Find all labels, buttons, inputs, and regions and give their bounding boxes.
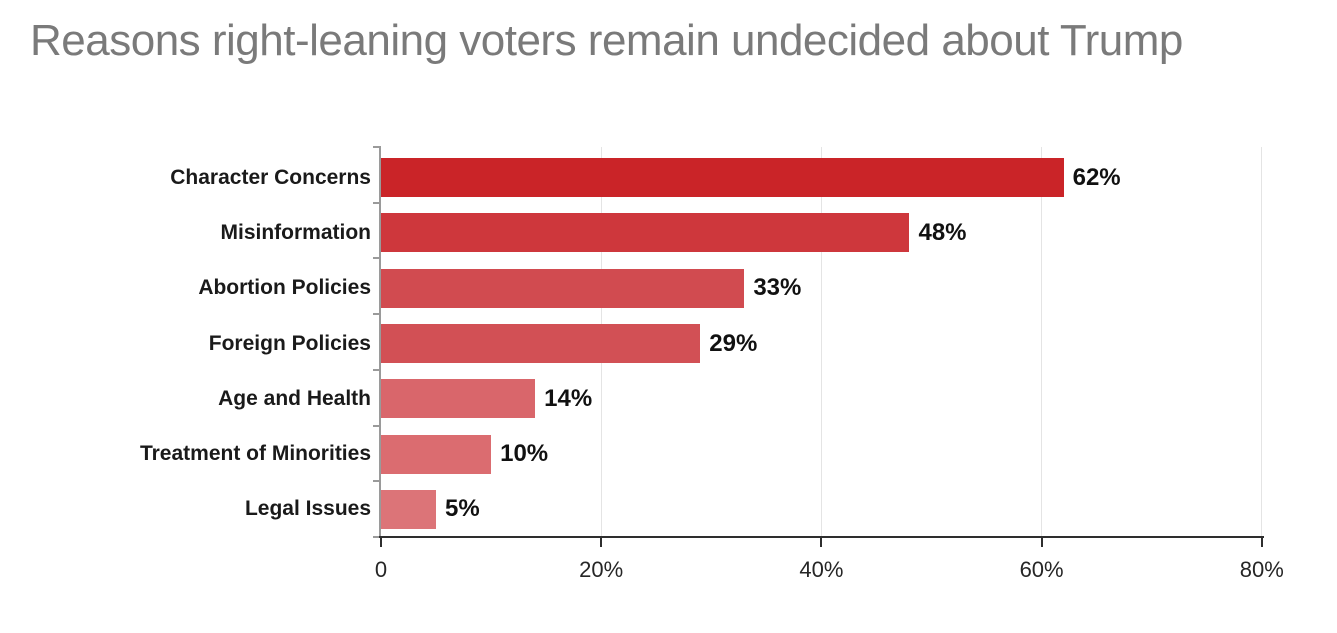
bar [381,379,536,419]
x-axis-tick-label: 0 [374,557,388,582]
category-label: Abortion Policies [198,276,371,300]
x-axis-tick [380,538,382,547]
chart-title: Reasons right-leaning voters remain unde… [30,16,1183,65]
gridline [1261,147,1263,537]
value-label: 33% [753,274,802,302]
category-tick [373,313,381,316]
gridline [1041,147,1043,537]
category-tick [373,536,381,538]
bar [381,324,701,363]
x-axis-tick-label: 20% [579,557,624,582]
bar [381,434,492,474]
category-label: Foreign Policies [208,331,371,355]
category-label: Misinformation [220,220,372,244]
bar [381,158,1064,198]
category-tick [373,201,381,204]
value-label: 10% [500,440,549,468]
value-label: 62% [1072,163,1121,191]
category-tick [373,146,381,148]
bar [381,489,437,529]
value-label: 29% [709,329,758,357]
category-tick [373,368,381,371]
bar [381,268,745,308]
category-label: Legal Issues [244,497,371,521]
category-label: Treatment of Minorities [139,442,371,466]
value-label: 14% [544,384,593,412]
y-axis-spine [379,147,381,537]
category-tick [373,424,381,427]
x-axis-tick [600,538,603,547]
x-axis-tick-label: 80% [1239,557,1284,582]
x-axis-tick [1260,538,1263,547]
value-label: 5% [445,495,480,523]
x-axis-tick-label: 40% [799,557,844,582]
x-axis-tick [820,538,823,547]
x-axis-tick-label: 60% [1019,557,1064,582]
gridline [820,147,822,537]
category-label: Age and Health [218,386,371,410]
bar [381,213,910,253]
category-tick [373,257,381,260]
x-axis-tick [1040,538,1043,547]
category-tick [373,480,381,483]
category-label: Character Concerns [170,165,371,189]
x-axis-line [379,536,1264,538]
value-label: 48% [918,218,967,246]
